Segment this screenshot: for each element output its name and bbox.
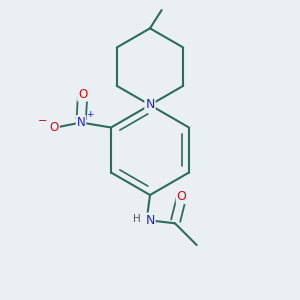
Text: N: N: [145, 214, 155, 226]
Text: N: N: [145, 98, 155, 112]
Text: N: N: [77, 116, 85, 129]
Text: O: O: [50, 121, 59, 134]
Text: H: H: [133, 214, 140, 224]
Text: O: O: [177, 190, 187, 203]
Text: O: O: [78, 88, 87, 101]
Text: +: +: [85, 110, 93, 119]
Text: −: −: [38, 116, 47, 127]
